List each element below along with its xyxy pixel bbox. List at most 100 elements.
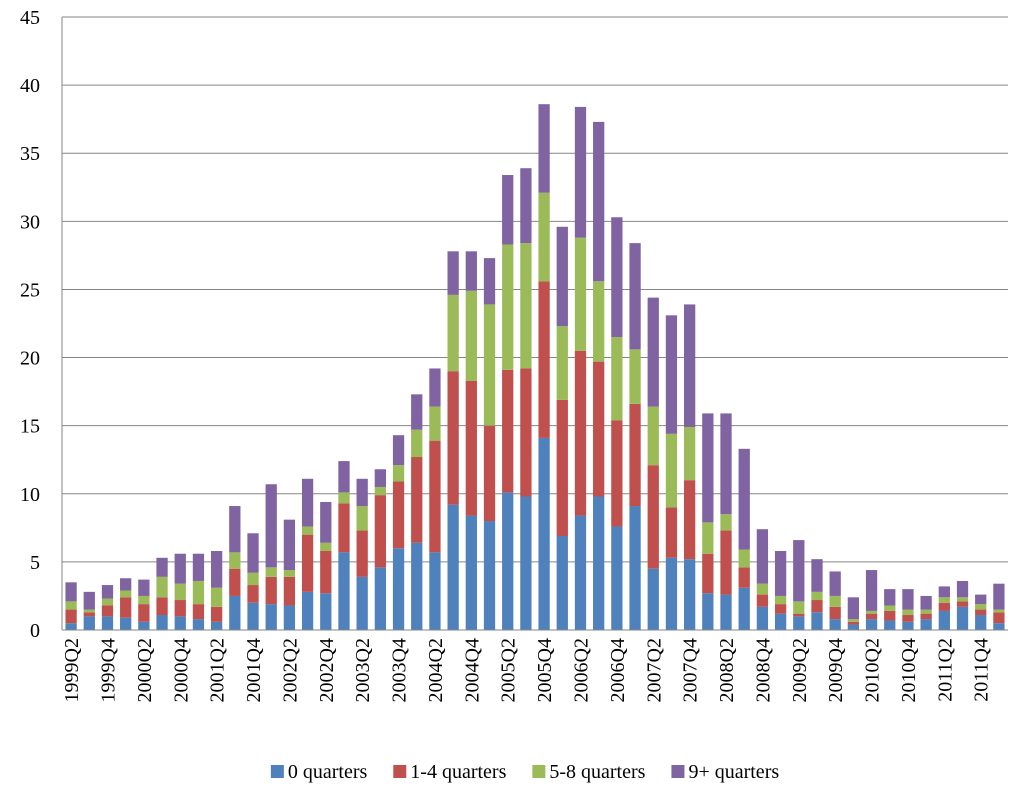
bar-segment — [483, 425, 496, 522]
bar-segment — [793, 613, 805, 617]
bar-segment — [83, 612, 95, 617]
bar-segment — [702, 522, 714, 554]
bar-segment — [902, 609, 914, 616]
legend-swatch — [270, 765, 284, 778]
bar-segment — [975, 604, 987, 610]
bar-segment — [465, 290, 477, 381]
bar-segment — [702, 553, 714, 594]
y-tick-label: 5 — [30, 552, 40, 574]
bar-segment — [447, 294, 459, 372]
bar-segment — [465, 251, 477, 291]
x-tick-label: 2001Q2 — [207, 638, 229, 702]
bar-segment — [902, 621, 914, 630]
bar-segment — [593, 496, 605, 630]
bar-segment — [847, 624, 860, 630]
bar-segment — [865, 613, 878, 620]
bar-segment — [938, 586, 950, 598]
bar-segment — [174, 616, 186, 630]
y-tick-label: 15 — [20, 416, 40, 438]
bar-segment — [156, 597, 168, 616]
bar-segment — [665, 557, 678, 630]
bar-segment — [65, 623, 77, 630]
bar-segment — [320, 501, 332, 543]
bar-segment — [829, 571, 841, 596]
legend-label: 9+ quarters — [688, 761, 779, 783]
bar-segment — [283, 570, 296, 577]
bar-segment — [374, 469, 387, 487]
bar-segment — [101, 605, 114, 617]
bar-segment — [702, 413, 714, 523]
x-tick-label: 2005Q4 — [534, 638, 556, 702]
bar-segment — [283, 519, 296, 571]
bar-segment — [138, 579, 150, 596]
bar-segment — [429, 368, 441, 407]
x-tick-label: 2003Q4 — [389, 638, 411, 702]
bar-segment — [520, 368, 532, 497]
bar-segment — [392, 465, 405, 482]
bar-segment — [556, 326, 568, 400]
bar-segment — [320, 542, 332, 551]
bar-segment — [738, 587, 750, 630]
bar-segment — [374, 495, 387, 568]
bar-segment — [138, 621, 150, 630]
bar-segment — [920, 609, 932, 614]
x-tick-label: 2008Q4 — [752, 638, 774, 702]
bar-segment — [956, 597, 969, 602]
bar-segment — [647, 568, 659, 630]
bar-segment — [411, 429, 423, 457]
bar-segment — [247, 585, 259, 603]
bar-segment — [229, 595, 241, 630]
bar-segment — [720, 413, 732, 515]
x-tick-label: 2007Q4 — [680, 638, 702, 702]
y-tick-label: 30 — [20, 211, 40, 233]
bar-segment — [774, 550, 787, 596]
bar-segment — [702, 593, 714, 630]
bar-segment — [938, 602, 950, 611]
bar-segment — [884, 620, 896, 630]
bar-segment — [738, 549, 750, 568]
legend-label: 1-4 quarters — [410, 761, 506, 783]
bar-segment — [483, 521, 496, 630]
bar-segment — [574, 515, 587, 630]
bar-segment — [774, 604, 787, 614]
x-tick-label: 2006Q2 — [570, 638, 592, 702]
bar-segment — [338, 552, 350, 630]
bar-segment — [120, 617, 132, 630]
bar-segment — [229, 506, 241, 553]
bar-segment — [920, 619, 932, 630]
bar-segment — [156, 557, 168, 577]
bar-segment — [83, 591, 95, 610]
bar-segment — [611, 217, 623, 338]
bar-segment — [301, 526, 314, 535]
bar-segment — [210, 587, 223, 607]
bar-segment — [538, 281, 550, 438]
bar-segment — [884, 605, 896, 611]
bar-segment — [993, 583, 1005, 610]
bar-segment — [120, 590, 132, 598]
bar-segment — [411, 394, 423, 430]
bar-segment — [65, 601, 77, 610]
bar-segment — [411, 456, 423, 543]
bar-segment — [283, 605, 296, 630]
bar-segment — [192, 604, 205, 620]
bar-segment — [975, 594, 987, 605]
bar-segment — [956, 601, 969, 607]
bar-segment — [229, 568, 241, 596]
bar-segment — [574, 350, 587, 516]
legend-swatch — [393, 765, 407, 778]
bar-segment — [283, 576, 296, 606]
x-tick-label: 2004Q4 — [461, 638, 483, 702]
bar-segment — [520, 496, 532, 630]
y-tick-label: 40 — [20, 75, 40, 97]
bar-segment — [956, 606, 969, 630]
legend-swatch — [532, 765, 546, 778]
bar-segment — [502, 492, 514, 630]
bar-segment — [593, 121, 605, 282]
bar-segment — [247, 602, 259, 630]
bar-segment — [192, 553, 205, 581]
x-tick-label: 2001Q4 — [243, 638, 265, 702]
bar-segment — [738, 567, 750, 588]
bar-segment — [811, 559, 823, 592]
bar-segment — [793, 616, 805, 630]
